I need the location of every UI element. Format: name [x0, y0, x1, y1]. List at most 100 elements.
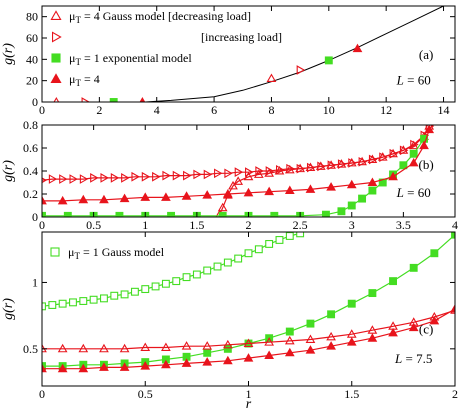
x-tick-label: 3.5 [396, 218, 411, 232]
data-point [182, 273, 191, 282]
data-point [409, 263, 418, 272]
data-point [388, 327, 398, 337]
data-point [265, 239, 274, 248]
data-point [202, 341, 213, 350]
data-point [243, 353, 254, 362]
data-point [408, 157, 419, 167]
x-tick-label: 1.5 [189, 218, 204, 232]
y-tick-label: 20 [26, 74, 38, 88]
data-point [389, 148, 399, 159]
data-point [181, 191, 192, 200]
data-point [42, 363, 47, 373]
data-point [121, 173, 130, 183]
data-point [379, 152, 388, 163]
data-point [296, 232, 305, 238]
data-point [167, 211, 176, 217]
x-tick-label: 2 [246, 218, 252, 232]
data-point [346, 337, 357, 346]
data-point [42, 211, 46, 217]
data-point [305, 184, 316, 193]
x-tick-label: 2 [452, 387, 458, 401]
data-point [131, 171, 140, 182]
data-point [79, 174, 89, 184]
data-point [48, 301, 57, 309]
x-tick-label: 0 [39, 387, 45, 401]
data-point [99, 343, 109, 353]
data-point [451, 232, 455, 239]
data-point [264, 350, 275, 359]
box-size-note: L = 60 [396, 185, 431, 200]
data-point [57, 363, 68, 373]
legend-marker [50, 10, 62, 21]
y-tick-label: 0.5 [23, 342, 38, 356]
x-tick-label: 1 [142, 218, 148, 232]
data-point [408, 322, 419, 332]
data-point [346, 329, 357, 338]
data-point [81, 97, 91, 102]
data-point [90, 173, 99, 183]
y-tick-label: 0.4 [23, 164, 38, 178]
data-point [223, 258, 232, 267]
data-point [203, 266, 212, 275]
data-point [202, 357, 213, 366]
data-point [367, 177, 378, 186]
y-tick-label: 40 [26, 52, 38, 66]
data-point [119, 362, 130, 371]
data-point [348, 158, 357, 168]
data-point [79, 297, 88, 305]
data-point [234, 254, 243, 263]
panel-1: 0 2 4 6 8 10 12 14 0 20 40 60 80 g(r) (a) L = 60 μT = 4 … [1, 5, 456, 117]
data-point [265, 166, 275, 176]
data-point [78, 343, 89, 353]
data-point [419, 140, 429, 150]
data-point [430, 249, 439, 258]
data-point [327, 310, 336, 319]
data-point [284, 347, 295, 357]
data-point [151, 282, 160, 291]
x-tick-label: 8 [268, 103, 274, 117]
x-tick-label: 12 [380, 103, 392, 117]
y-axis-label: g(r) [1, 298, 16, 320]
plot-area [42, 232, 455, 373]
panel-2: 0 0.5 1 1.5 2 2.5 3 3.5 4 0 0.2 0.4 0.6 0.8 g(r) (b) L =… [1, 118, 458, 232]
series-gauss-filled-tri [42, 303, 455, 373]
data-point [286, 163, 295, 174]
y-tick-label: 0.2 [23, 187, 38, 201]
data-point [63, 211, 72, 217]
data-point [326, 341, 336, 350]
data-point [69, 174, 78, 184]
data-point [141, 171, 151, 182]
data-point [58, 299, 67, 308]
series-increasing [42, 125, 435, 184]
box-size-note: L = 7.5 [394, 351, 432, 366]
data-point [140, 342, 151, 351]
data-point [222, 188, 233, 198]
x-tick-label: 0 [39, 218, 45, 232]
x-tick-label: 2.5 [293, 218, 308, 232]
data-point [264, 186, 275, 196]
data-point [266, 73, 277, 83]
data-point [317, 161, 326, 172]
data-point [352, 43, 363, 53]
y-tick-label: 0 [32, 95, 38, 109]
data-point [42, 195, 47, 205]
data-point [305, 345, 316, 354]
x-tick-label: 4 [452, 218, 458, 232]
data-point [243, 338, 254, 347]
data-point [152, 171, 161, 182]
data-point [346, 179, 357, 189]
data-point [337, 159, 347, 169]
y-tick-label: 1 [32, 275, 38, 289]
data-point [327, 160, 337, 171]
data-point [140, 361, 151, 370]
data-point [69, 298, 77, 307]
data-point [193, 169, 202, 180]
data-point [306, 162, 316, 173]
data-point [245, 167, 254, 178]
data-point [223, 344, 232, 353]
x-tick-label: 6 [211, 103, 217, 117]
data-point [78, 363, 89, 373]
data-point [254, 245, 263, 254]
data-point [222, 339, 233, 349]
